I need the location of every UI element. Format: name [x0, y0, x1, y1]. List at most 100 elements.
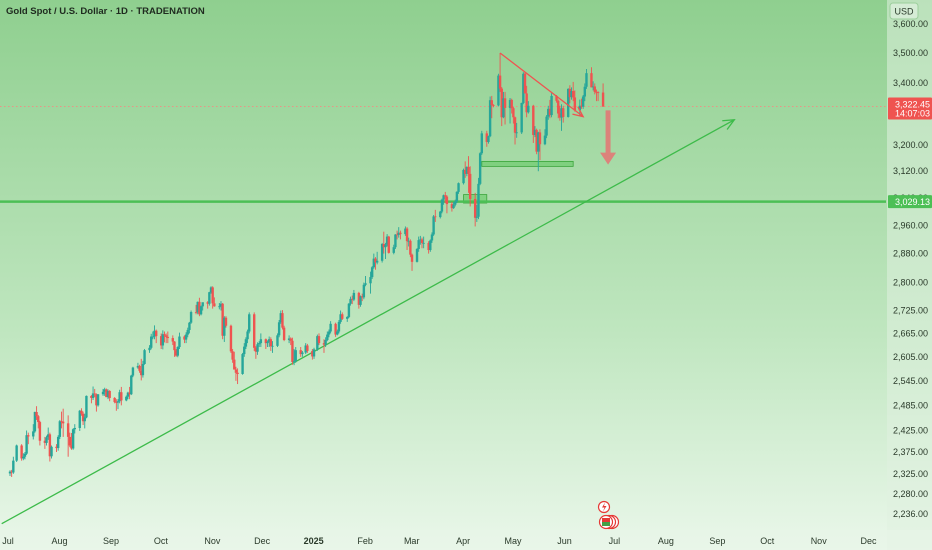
candle-up [570, 87, 573, 100]
candle-body [397, 232, 400, 235]
candle-up [417, 236, 420, 252]
candle-body [485, 133, 488, 142]
candle-body [81, 413, 85, 422]
candle-body [538, 132, 542, 145]
candle-body [289, 338, 292, 341]
candle-up [407, 237, 410, 247]
candle-down [194, 304, 198, 315]
candle-body [520, 102, 523, 133]
candle-down [580, 98, 583, 109]
candle-body [380, 243, 384, 261]
candle-up [415, 248, 419, 263]
candle-body [292, 361, 296, 362]
candle-body [108, 390, 111, 398]
candle-body [254, 347, 258, 352]
candle-up [83, 413, 86, 429]
candle-up [279, 310, 282, 324]
candle-body [103, 389, 106, 392]
candle-down [140, 358, 143, 381]
time-tick-label: Feb [357, 536, 373, 546]
candle-up [560, 104, 563, 131]
candle-down [593, 83, 596, 95]
candle-body [50, 446, 53, 457]
candle-up [312, 347, 316, 359]
candle-down [166, 331, 170, 344]
candle-body [547, 108, 550, 117]
candle-down [253, 312, 256, 351]
event-flag-icon[interactable] [598, 514, 620, 530]
candle-body [417, 240, 420, 249]
candle-body [125, 396, 128, 401]
candle-body [360, 296, 364, 298]
candle-body [218, 306, 221, 308]
candle-body [113, 397, 116, 403]
candle-up [241, 352, 244, 375]
candle-up [73, 424, 76, 434]
candle-body [513, 117, 517, 133]
candle-down [48, 432, 52, 462]
candle-down [221, 302, 224, 340]
price-tick-label: 3,200.00 [893, 140, 928, 150]
candle-down [120, 386, 123, 406]
candle-body [73, 427, 76, 430]
currency-button[interactable]: USD [889, 2, 919, 20]
candle-body [550, 95, 553, 116]
candle-body [392, 247, 395, 253]
candle-down [568, 85, 572, 104]
candle-body [557, 100, 560, 114]
last-price-tag-bg [888, 97, 932, 120]
candle-body [306, 345, 309, 351]
candle-body [183, 336, 186, 340]
flash-icon[interactable] [597, 500, 611, 514]
candle-body [454, 201, 457, 205]
candle-up [71, 428, 75, 450]
candle-up [199, 305, 203, 316]
candle-body [475, 216, 479, 218]
time-tick-label: Dec [254, 536, 271, 546]
candle-body [161, 334, 165, 346]
candle-body [48, 434, 52, 457]
rising-trendline [1, 119, 735, 525]
candle-body [405, 228, 409, 242]
candle-down [291, 337, 294, 365]
candle-body [593, 86, 596, 92]
time-axis[interactable]: Jul Aug Sep Oct Nov Dec 2025 Feb Mar Apr May Jun Jul… [2, 536, 877, 546]
candle-up [394, 234, 397, 249]
candle-up [141, 360, 145, 378]
candle-body [209, 287, 213, 293]
candle-up [566, 88, 570, 118]
candle-down [289, 337, 292, 346]
candle-body [427, 242, 430, 251]
candle-body [452, 204, 455, 209]
candle-body [189, 312, 193, 323]
candle-body [515, 132, 518, 134]
candle-up [465, 166, 469, 177]
candle-body [591, 86, 595, 88]
candle-body [465, 166, 469, 174]
candle-body [10, 471, 13, 473]
candle-up [583, 83, 587, 102]
candle-up [12, 456, 15, 474]
candle-up [287, 335, 291, 344]
candle-body [503, 98, 507, 108]
candle-body [468, 173, 472, 199]
time-tick-label: Nov [811, 536, 828, 546]
candle-down [80, 408, 83, 416]
candle-up [488, 96, 492, 138]
candle-body [188, 322, 191, 330]
candle-body [312, 349, 316, 357]
candle-up [130, 374, 133, 396]
candle-body [71, 429, 75, 449]
time-axis-panel [0, 530, 932, 550]
candle-body [246, 331, 249, 340]
candle-body [480, 133, 484, 154]
candle-down [445, 195, 449, 214]
candle-body [22, 456, 25, 459]
candle-body [352, 292, 356, 300]
candle-up [585, 68, 588, 89]
candle-down [500, 87, 503, 127]
candle-down [420, 237, 424, 249]
candle-body [566, 88, 570, 117]
